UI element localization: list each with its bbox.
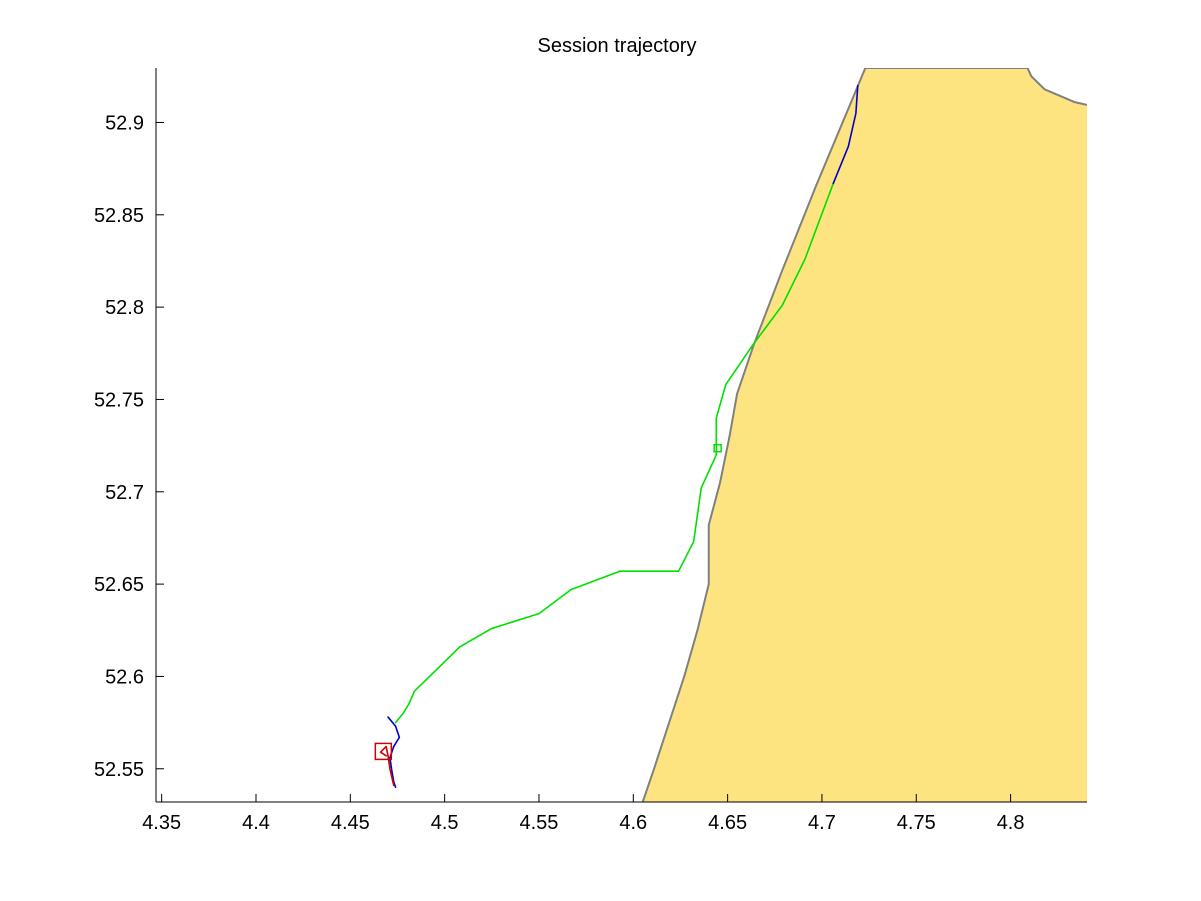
- trajectory-segment-1: [394, 182, 835, 724]
- plot-area: [374, 68, 1087, 802]
- y-tick-label: 52.7: [105, 482, 144, 504]
- x-tick-label: 4.5: [431, 812, 459, 834]
- y-tick-label: 52.6: [105, 666, 144, 688]
- x-tick-label: 4.6: [619, 812, 647, 834]
- chart-title: Session trajectory: [538, 35, 697, 57]
- y-tick-label: 52.9: [105, 112, 144, 134]
- x-tick-label: 4.55: [519, 812, 558, 834]
- x-tick-label: 4.45: [331, 812, 370, 834]
- x-tick-label: 4.65: [708, 812, 747, 834]
- trajectory-segment-4: [379, 745, 395, 787]
- marker-square-2: [713, 443, 722, 453]
- y-tick-label: 52.85: [94, 205, 144, 227]
- y-tick-label: 52.65: [94, 574, 144, 596]
- x-tick-label: 4.35: [142, 812, 181, 834]
- y-tick-label: 52.75: [94, 389, 144, 411]
- x-tick-label: 4.8: [997, 812, 1025, 834]
- marker-square-1: [374, 742, 393, 761]
- coastline: [641, 68, 1087, 802]
- y-tick-label: 52.55: [94, 759, 144, 781]
- axes: 4.35 4.4 4.45 4.5 4.55 4.6 4.65 4.7 4.75 4.8 52.55…: [94, 68, 1087, 834]
- x-tick-label: 4.75: [897, 812, 936, 834]
- trajectory-segment-3: [387, 716, 401, 789]
- y-tick-label: 52.8: [105, 297, 144, 319]
- x-tick-label: 4.7: [808, 812, 836, 834]
- trajectory-segment-2: [832, 84, 859, 185]
- x-tick-label: 4.4: [242, 812, 270, 834]
- land-area: [642, 68, 1087, 802]
